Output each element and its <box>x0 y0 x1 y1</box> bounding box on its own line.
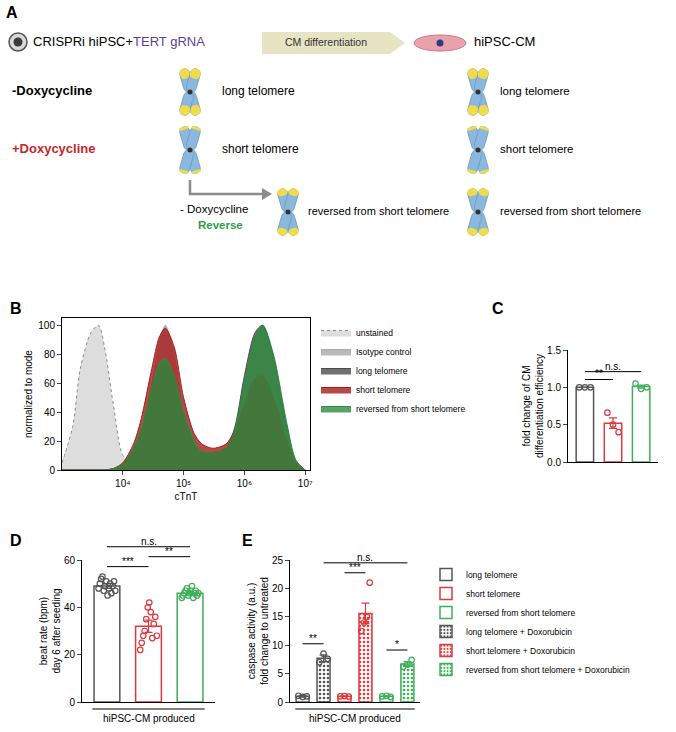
svg-text:n.s.: n.s. <box>141 536 157 547</box>
svg-text:10⁷: 10⁷ <box>298 478 313 489</box>
svg-text:- Doxycycline: - Doxycycline <box>180 203 248 215</box>
svg-text:Isotype control: Isotype control <box>356 347 411 357</box>
svg-text:E: E <box>242 532 253 549</box>
svg-text:0.5: 0.5 <box>547 419 561 430</box>
svg-text:1.0: 1.0 <box>547 382 561 393</box>
svg-text:C: C <box>492 300 504 317</box>
svg-text:20: 20 <box>44 436 56 447</box>
svg-text:beat rate (bpm)day 6 after see: beat rate (bpm)day 6 after seeding <box>38 588 62 673</box>
svg-text:hiPSC-CM produced: hiPSC-CM produced <box>309 713 401 724</box>
svg-text:0: 0 <box>49 465 55 476</box>
svg-text:cTnT: cTnT <box>175 491 198 502</box>
svg-text:D: D <box>10 532 22 549</box>
svg-text:n.s.: n.s. <box>357 552 373 563</box>
svg-text:normalized to mode: normalized to mode <box>23 350 34 438</box>
svg-text:40: 40 <box>44 407 56 418</box>
svg-text:25: 25 <box>272 555 284 566</box>
svg-text:long telomere: long telomere <box>500 85 570 97</box>
svg-text:5: 5 <box>277 668 283 679</box>
svg-text:CM differentiation: CM differentiation <box>285 36 367 48</box>
svg-text:n.s.: n.s. <box>605 361 621 372</box>
svg-text:long telomere: long telomere <box>466 570 518 580</box>
svg-text:+Doxycycline: +Doxycycline <box>12 141 95 156</box>
svg-text:***: *** <box>349 562 361 573</box>
svg-text:short telomere + Doxorubicin: short telomere + Doxorubicin <box>466 646 575 656</box>
svg-text:long telomere: long telomere <box>222 84 295 98</box>
svg-text:A: A <box>6 4 18 21</box>
svg-text:***: *** <box>122 556 134 567</box>
svg-text:20: 20 <box>272 583 284 594</box>
svg-text:1.5: 1.5 <box>547 345 561 356</box>
svg-text:Reverse: Reverse <box>198 219 243 231</box>
svg-text:-Doxycycline: -Doxycycline <box>12 83 92 98</box>
svg-text:fold change of CMdifferentiati: fold change of CMdifferentiation efficie… <box>521 354 545 458</box>
svg-text:short telomere: short telomere <box>356 385 411 395</box>
svg-text:caspase activity (a.u.)fold ch: caspase activity (a.u.)fold change to un… <box>246 577 270 685</box>
svg-text:10⁴: 10⁴ <box>115 478 130 489</box>
svg-text:reversed from short telomere: reversed from short telomere <box>466 608 575 618</box>
svg-text:0: 0 <box>69 697 75 708</box>
svg-text:B: B <box>10 300 22 317</box>
svg-text:*: * <box>395 639 399 650</box>
svg-text:100: 100 <box>38 320 55 331</box>
svg-text:short telomere: short telomere <box>466 589 521 599</box>
svg-text:reversed from short telomere +: reversed from short telomere + Doxorubic… <box>466 665 630 675</box>
svg-text:10: 10 <box>272 640 284 651</box>
svg-text:0: 0 <box>277 697 283 708</box>
svg-text:reversed from short telomere: reversed from short telomere <box>500 205 641 217</box>
svg-text:10⁶: 10⁶ <box>237 478 252 489</box>
svg-text:short telomere: short telomere <box>222 142 299 156</box>
svg-text:15: 15 <box>272 611 284 622</box>
svg-text:long telomere: long telomere <box>356 366 408 376</box>
svg-text:10⁵: 10⁵ <box>176 478 191 489</box>
svg-text:CRISPRi hiPSC+TERT gRNA: CRISPRi hiPSC+TERT gRNA <box>33 34 205 49</box>
svg-text:**: ** <box>165 546 173 557</box>
svg-text:short telomere: short telomere <box>500 143 574 155</box>
svg-text:hiPSC-CM produced: hiPSC-CM produced <box>103 713 195 724</box>
svg-text:60: 60 <box>44 378 56 389</box>
svg-text:20: 20 <box>64 649 76 660</box>
svg-text:hiPSC-CM: hiPSC-CM <box>474 34 535 49</box>
svg-text:long telomere + Doxorubicin: long telomere + Doxorubicin <box>466 627 572 637</box>
svg-text:0.0: 0.0 <box>547 457 561 468</box>
svg-text:**: ** <box>309 633 317 644</box>
svg-text:40: 40 <box>64 602 76 613</box>
svg-text:unstained: unstained <box>356 328 393 338</box>
svg-text:reversed from short telomere: reversed from short telomere <box>308 205 449 217</box>
svg-text:80: 80 <box>44 349 56 360</box>
svg-text:**: ** <box>595 368 603 379</box>
svg-text:reversed from short telomere: reversed from short telomere <box>356 404 465 414</box>
svg-text:60: 60 <box>64 555 76 566</box>
